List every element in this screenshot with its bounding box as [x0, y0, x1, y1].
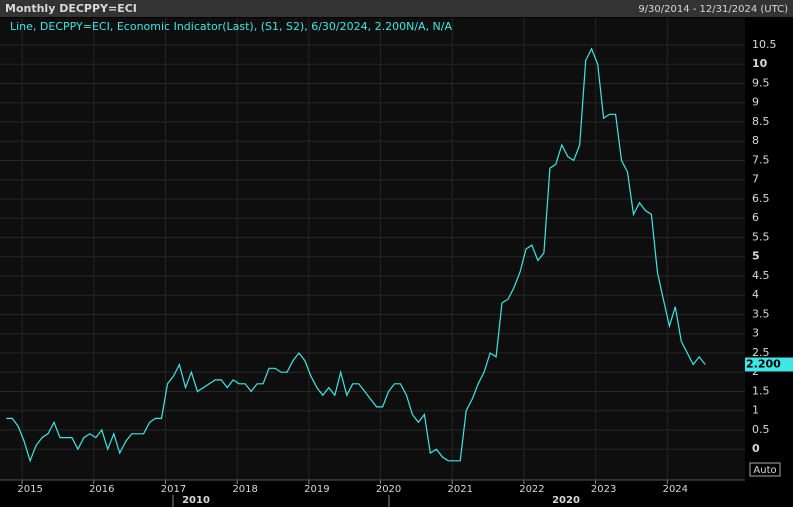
y-tick-label: 5.5	[752, 230, 770, 243]
y-tick-label: 8.5	[752, 115, 770, 128]
data-line	[6, 47, 706, 463]
header-bar	[0, 0, 793, 17]
x-tick-label: 2019	[304, 484, 329, 495]
marks	[6, 47, 706, 463]
decade-label: 2020	[552, 495, 580, 506]
x-tick-label: 2015	[17, 484, 42, 495]
plot-area	[0, 18, 745, 480]
chart-title: Monthly DECPPY=ECI	[5, 2, 137, 15]
last-value-box	[745, 357, 793, 372]
y-tick-label: 3.5	[752, 307, 770, 320]
y-tick-label: 2.5	[752, 346, 770, 359]
y-tick-label: 0.5	[752, 423, 770, 436]
y-tick-label: 0	[752, 442, 760, 455]
auto-button-label[interactable]: Auto	[753, 465, 776, 476]
auto-button[interactable]	[749, 462, 781, 477]
x-tick-label: 2017	[161, 484, 186, 495]
x-tick-label: 2020	[376, 484, 401, 495]
x-tick-label: 2024	[663, 484, 688, 495]
y-tick-label: 4	[752, 288, 759, 301]
x-tick-label: 2023	[591, 484, 616, 495]
x-tick-label: 2021	[448, 484, 473, 495]
y-tick-label: 7	[752, 173, 759, 186]
last-value-label: 2.200	[746, 358, 781, 371]
y-tick-label: 1	[752, 404, 759, 417]
y-tick-label: 1.5	[752, 384, 770, 397]
y-tick-label: 4.5	[752, 269, 770, 282]
legend-entry: Line, DECPPY=ECI, Economic Indicator(Las…	[10, 20, 452, 33]
y-tick-label: 10	[752, 57, 768, 70]
y-tick-label: 9	[752, 96, 759, 109]
decade-label: 2010	[182, 495, 210, 506]
x-tick-label: 2016	[89, 484, 114, 495]
y-tick-label: 7.5	[752, 153, 770, 166]
y-tick-label: 2	[752, 365, 759, 378]
grid	[0, 18, 745, 480]
y-tick-label: 5	[752, 250, 760, 263]
x-tick-label: 2022	[519, 484, 544, 495]
date-range: 9/30/2014 - 12/31/2024 (UTC)	[638, 4, 788, 15]
y-tick-label: 6.5	[752, 192, 770, 205]
y-tick-label: 9.5	[752, 76, 770, 89]
y-tick-label: 10.5	[752, 38, 777, 51]
y-tick-label: 6	[752, 211, 759, 224]
x-tick-label: 2018	[232, 484, 257, 495]
y-tick-label: 8	[752, 134, 759, 147]
y-tick-label: 3	[752, 327, 759, 340]
